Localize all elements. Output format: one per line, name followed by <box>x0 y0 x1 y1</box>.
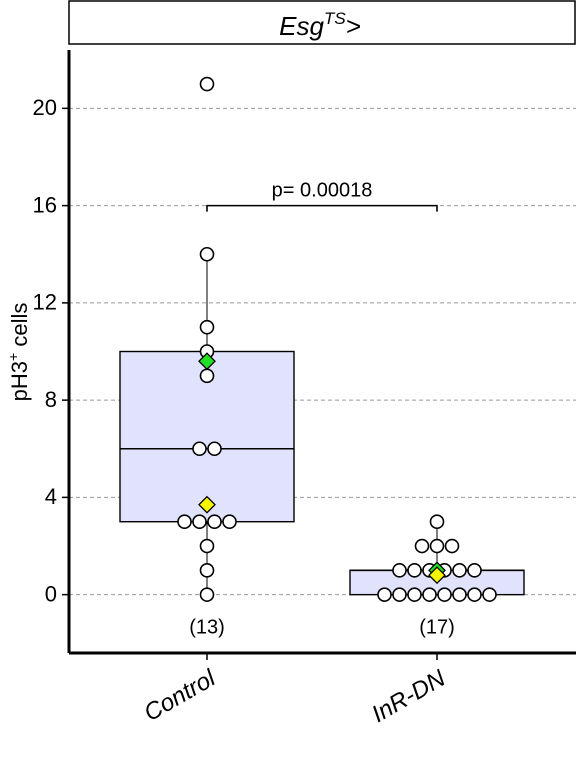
data-point <box>452 563 467 578</box>
mean-layer <box>198 352 446 585</box>
data-point <box>199 538 215 554</box>
y-tick-label: 20 <box>33 95 57 120</box>
data-point <box>207 441 222 457</box>
data-point <box>429 514 445 530</box>
data-point <box>199 563 215 578</box>
data-point <box>444 538 460 554</box>
x-tick-label: Control <box>139 664 220 726</box>
data-point <box>429 538 445 554</box>
data-point <box>222 514 237 530</box>
data-point <box>377 587 392 602</box>
y-tick-label: 8 <box>45 387 57 412</box>
data-point <box>407 587 422 602</box>
data-point <box>392 563 407 578</box>
sample-size-label: (13) <box>189 617 225 639</box>
data-point <box>482 587 497 602</box>
data-point <box>177 514 192 530</box>
panel-title: EsgTS> <box>279 9 361 41</box>
count-labels: (13) (17) <box>189 617 455 639</box>
p-value-label: p= 0.00018 <box>272 180 373 202</box>
data-point <box>207 514 222 530</box>
data-point <box>407 563 422 578</box>
point-layer <box>177 76 497 602</box>
data-point <box>414 538 430 554</box>
data-point <box>452 587 467 602</box>
data-point <box>192 441 207 457</box>
axes <box>67 50 576 655</box>
mean-marker-green <box>198 352 216 371</box>
y-tick-label: 12 <box>33 290 57 315</box>
data-point <box>392 587 407 602</box>
significance-annotation: p= 0.00018 <box>206 180 438 212</box>
data-point <box>199 246 215 262</box>
significance-bracket <box>206 204 438 212</box>
box-layer <box>119 254 525 596</box>
data-point <box>199 76 215 92</box>
data-point <box>199 368 215 384</box>
mean-marker-yellow <box>198 495 216 514</box>
y-tick-label: 0 <box>45 581 57 606</box>
data-point <box>192 514 207 530</box>
y-tick-label: 16 <box>33 192 57 217</box>
y-tick-label: 4 <box>45 484 57 509</box>
sample-size-label: (17) <box>419 617 455 639</box>
y-axis-ticks: 0 4 8 12 16 20 <box>33 95 69 606</box>
data-point <box>437 587 452 602</box>
data-point <box>199 319 215 335</box>
data-point <box>467 563 482 578</box>
x-tick-label: InR-DN <box>367 664 450 728</box>
x-axis-ticks: Control InR-DN <box>139 653 451 728</box>
panel-strip: EsgTS> <box>68 0 576 45</box>
data-point <box>199 587 215 602</box>
data-point <box>467 587 482 602</box>
y-axis-label: pH3+ cells <box>5 303 32 402</box>
mean-marker-yellow <box>428 566 446 585</box>
data-point <box>422 587 437 602</box>
